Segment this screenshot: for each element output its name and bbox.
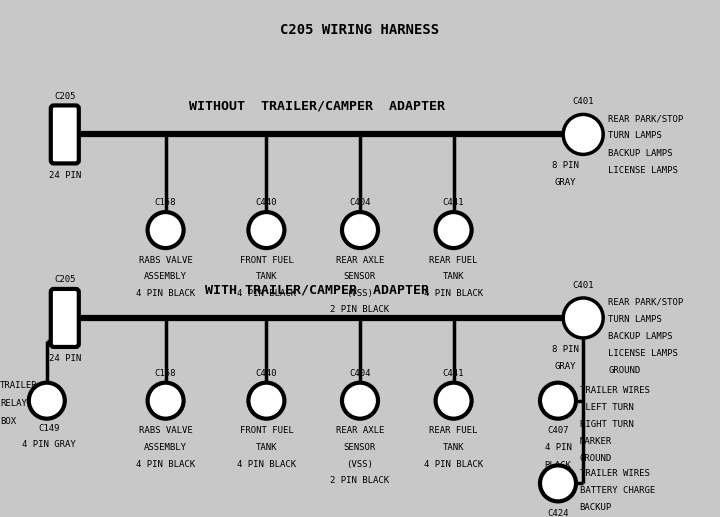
Text: BATTERY CHARGE: BATTERY CHARGE — [580, 485, 655, 495]
Text: C441: C441 — [443, 369, 464, 377]
Text: C158: C158 — [155, 198, 176, 207]
Text: ASSEMBLY: ASSEMBLY — [144, 443, 187, 452]
Text: C205: C205 — [54, 276, 76, 284]
Text: 2 PIN BLACK: 2 PIN BLACK — [330, 306, 390, 314]
Text: C424: C424 — [547, 509, 569, 517]
Text: TURN LAMPS: TURN LAMPS — [608, 315, 662, 324]
Circle shape — [29, 383, 65, 419]
Text: LICENSE LAMPS: LICENSE LAMPS — [608, 349, 678, 358]
Text: RELAY: RELAY — [0, 399, 27, 408]
Text: LICENSE LAMPS: LICENSE LAMPS — [608, 165, 678, 175]
Text: 4 PIN BLACK: 4 PIN BLACK — [424, 289, 483, 298]
Text: C205: C205 — [54, 92, 76, 101]
Circle shape — [563, 298, 603, 338]
Text: C149: C149 — [38, 424, 60, 433]
Text: GROUND: GROUND — [580, 454, 612, 463]
Text: BACKUP LAMPS: BACKUP LAMPS — [608, 148, 673, 158]
Circle shape — [148, 383, 184, 419]
Circle shape — [540, 383, 576, 419]
Text: 4 PIN GRAY: 4 PIN GRAY — [22, 440, 76, 449]
Text: 8 PIN: 8 PIN — [552, 161, 579, 170]
Text: RIGHT TURN: RIGHT TURN — [580, 420, 634, 429]
Text: C407: C407 — [547, 427, 569, 435]
Text: BACKUP LAMPS: BACKUP LAMPS — [608, 332, 673, 341]
Text: 4 PIN BLACK: 4 PIN BLACK — [237, 460, 296, 468]
Text: TRAILER WIRES: TRAILER WIRES — [580, 386, 649, 395]
Text: WITHOUT  TRAILER/CAMPER  ADAPTER: WITHOUT TRAILER/CAMPER ADAPTER — [189, 99, 445, 113]
Text: RABS VALVE: RABS VALVE — [139, 256, 192, 265]
Text: 24 PIN: 24 PIN — [49, 171, 81, 179]
Circle shape — [342, 383, 378, 419]
Text: REAR FUEL: REAR FUEL — [429, 256, 478, 265]
Circle shape — [563, 114, 603, 155]
Text: REAR FUEL: REAR FUEL — [429, 427, 478, 435]
Text: WITH TRAILER/CAMPER  ADAPTER: WITH TRAILER/CAMPER ADAPTER — [204, 283, 429, 296]
Text: TANK: TANK — [443, 443, 464, 452]
Text: TANK: TANK — [256, 443, 277, 452]
Text: 4 PIN: 4 PIN — [544, 444, 572, 452]
Text: C440: C440 — [256, 369, 277, 377]
Text: FRONT FUEL: FRONT FUEL — [240, 256, 293, 265]
Text: C441: C441 — [443, 198, 464, 207]
Text: 4 PIN BLACK: 4 PIN BLACK — [136, 460, 195, 468]
Text: TURN LAMPS: TURN LAMPS — [608, 131, 662, 141]
Text: TRAILER WIRES: TRAILER WIRES — [580, 468, 649, 478]
Text: TANK: TANK — [443, 272, 464, 281]
Text: TRAILER: TRAILER — [0, 381, 37, 390]
Text: BACKUP: BACKUP — [580, 503, 612, 512]
Text: SENSOR: SENSOR — [344, 272, 376, 281]
Text: ASSEMBLY: ASSEMBLY — [144, 272, 187, 281]
Text: 8 PIN: 8 PIN — [552, 345, 579, 354]
Circle shape — [248, 383, 284, 419]
Text: (VSS): (VSS) — [346, 460, 374, 468]
Text: 4 PIN BLACK: 4 PIN BLACK — [424, 460, 483, 468]
Text: C401: C401 — [572, 97, 594, 106]
Text: SENSOR: SENSOR — [344, 443, 376, 452]
Circle shape — [540, 465, 576, 501]
Text: C404: C404 — [349, 369, 371, 377]
Text: 4 PIN BLACK: 4 PIN BLACK — [136, 289, 195, 298]
Text: 24 PIN: 24 PIN — [49, 354, 81, 363]
Text: BLACK: BLACK — [544, 461, 572, 469]
Text: REAR AXLE: REAR AXLE — [336, 427, 384, 435]
Circle shape — [436, 383, 472, 419]
Text: 4 PIN BLACK: 4 PIN BLACK — [237, 289, 296, 298]
Circle shape — [148, 212, 184, 248]
Text: C205 WIRING HARNESS: C205 WIRING HARNESS — [280, 23, 440, 37]
FancyBboxPatch shape — [51, 289, 78, 347]
Text: GRAY: GRAY — [554, 178, 576, 187]
Text: C404: C404 — [349, 198, 371, 207]
Text: REAR AXLE: REAR AXLE — [336, 256, 384, 265]
Text: FRONT FUEL: FRONT FUEL — [240, 427, 293, 435]
Text: REAR PARK/STOP: REAR PARK/STOP — [608, 298, 684, 307]
Text: REAR PARK/STOP: REAR PARK/STOP — [608, 114, 684, 124]
Circle shape — [342, 212, 378, 248]
Text: C401: C401 — [572, 281, 594, 290]
Text: LEFT TURN: LEFT TURN — [580, 403, 634, 412]
Circle shape — [248, 212, 284, 248]
Text: RABS VALVE: RABS VALVE — [139, 427, 192, 435]
Text: GRAY: GRAY — [554, 362, 576, 371]
Text: TANK: TANK — [256, 272, 277, 281]
Text: (VSS): (VSS) — [346, 289, 374, 298]
Text: GROUND: GROUND — [608, 366, 641, 375]
Text: MARKER: MARKER — [580, 437, 612, 446]
Text: 2 PIN BLACK: 2 PIN BLACK — [330, 476, 390, 485]
Text: BOX: BOX — [0, 417, 16, 426]
Text: C440: C440 — [256, 198, 277, 207]
FancyBboxPatch shape — [51, 105, 78, 163]
Circle shape — [436, 212, 472, 248]
Text: C158: C158 — [155, 369, 176, 377]
